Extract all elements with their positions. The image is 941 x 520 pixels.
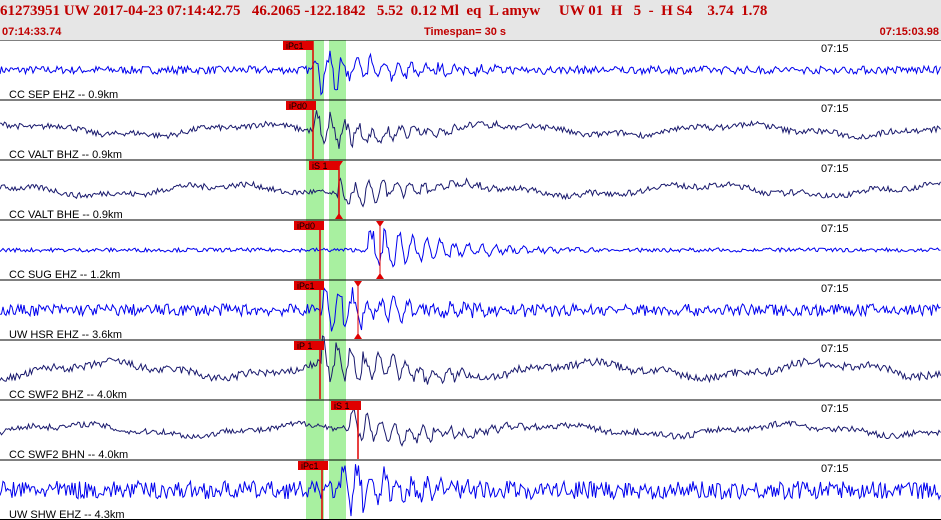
time-tick-label: 07:15	[821, 103, 849, 115]
pick-triangle-top	[376, 221, 384, 227]
latitude: 46.2065	[251, 3, 301, 19]
event-author: amyw	[501, 3, 541, 19]
gtype: H	[610, 3, 623, 19]
waveform-trace[interactable]	[0, 406, 941, 447]
pick-label: iS 1	[312, 161, 328, 171]
channel-label: CC SWF2 BHN -- 4.0km	[9, 449, 128, 461]
window-end-time: 07:15:03.98	[879, 26, 939, 38]
pick-label-box[interactable]	[294, 341, 324, 350]
event-id: 61273951	[0, 3, 60, 19]
depth: 5.52	[376, 3, 404, 19]
channel-label: CC VALT BHZ -- 0.9km	[9, 149, 122, 161]
origin-time: 07:14:42.75	[166, 3, 241, 19]
pick-label: iPc1	[297, 281, 315, 291]
waveform-trace[interactable]	[0, 464, 941, 517]
channel-label: UW HSR EHZ -- 3.6km	[9, 329, 122, 341]
waveform-trace[interactable]	[0, 50, 941, 96]
pick-label: iPc1	[286, 41, 304, 51]
event-flag: L	[488, 3, 499, 19]
seismogram-panel[interactable]: 07:15 CC SEP EHZ -- 0.9km iPc1 07:15 CC VALT…	[0, 40, 941, 520]
event-type: eq	[466, 3, 482, 19]
channel-label: CC SUG EHZ -- 1.2km	[9, 269, 120, 281]
waveform-trace[interactable]	[0, 227, 941, 268]
pick-label-box[interactable]	[294, 221, 324, 230]
version: 01	[588, 3, 604, 19]
pick-triangle-bottom	[376, 273, 384, 279]
pick-label-box[interactable]	[283, 41, 313, 50]
pick-label: iP 1	[297, 341, 312, 351]
solution-quality: H S4	[661, 3, 693, 19]
pick-triangle-bottom	[354, 333, 362, 339]
network-code: UW	[63, 3, 90, 19]
time-tick-label: 07:15	[821, 283, 849, 295]
pick-triangle-top	[335, 161, 343, 167]
value-b: 1.78	[741, 3, 768, 19]
quality-count: 5	[633, 3, 642, 19]
value-a: 3.74	[707, 3, 734, 19]
event-header: 61273951 UW 2017-04-23 07:14:42.75 46.20…	[0, 0, 941, 40]
time-tick-label: 07:15	[821, 43, 849, 55]
pick-label: iPd0	[297, 221, 315, 231]
pick-label: iPc1	[301, 461, 319, 471]
waveform-trace[interactable]	[0, 110, 941, 149]
waveform-trace[interactable]	[0, 177, 941, 208]
auth-network: UW	[558, 3, 585, 19]
timespan-label: Timespan= 30 s	[424, 26, 507, 38]
time-tick-label: 07:15	[821, 223, 849, 235]
pick-triangle-bottom	[335, 213, 343, 219]
dash-separator: -	[648, 3, 654, 19]
event-date: 2017-04-23	[93, 3, 164, 19]
channel-label: CC SWF2 BHZ -- 4.0km	[9, 389, 127, 401]
pick-label-box[interactable]	[331, 401, 361, 410]
pick-label-box[interactable]	[298, 461, 328, 470]
longitude: -122.1842	[304, 3, 366, 19]
waveform-trace[interactable]	[0, 286, 941, 332]
pick-label-box[interactable]	[294, 281, 324, 290]
pick-label-box[interactable]	[286, 101, 316, 110]
channel-label: CC VALT BHE -- 0.9km	[9, 209, 123, 221]
event-summary-line: 61273951 UW 2017-04-23 07:14:42.75 46.20…	[0, 3, 767, 20]
pick-label: iPd0	[289, 101, 307, 111]
pick-triangle-top	[354, 281, 362, 287]
magnitude: 0.12	[410, 3, 437, 19]
channel-label: UW SHW EHZ -- 4.3km	[9, 509, 125, 520]
time-tick-label: 07:15	[821, 463, 849, 475]
magnitude-type: Ml	[440, 3, 459, 19]
channel-label: CC SEP EHZ -- 0.9km	[9, 89, 118, 101]
waveform-trace[interactable]	[0, 335, 941, 385]
window-start-time: 07:14:33.74	[2, 26, 62, 38]
pick-label: iS 1	[334, 401, 350, 411]
time-tick-label: 07:15	[821, 403, 849, 415]
time-tick-label: 07:15	[821, 343, 849, 355]
pick-label-box[interactable]	[309, 161, 339, 170]
time-tick-label: 07:15	[821, 163, 849, 175]
